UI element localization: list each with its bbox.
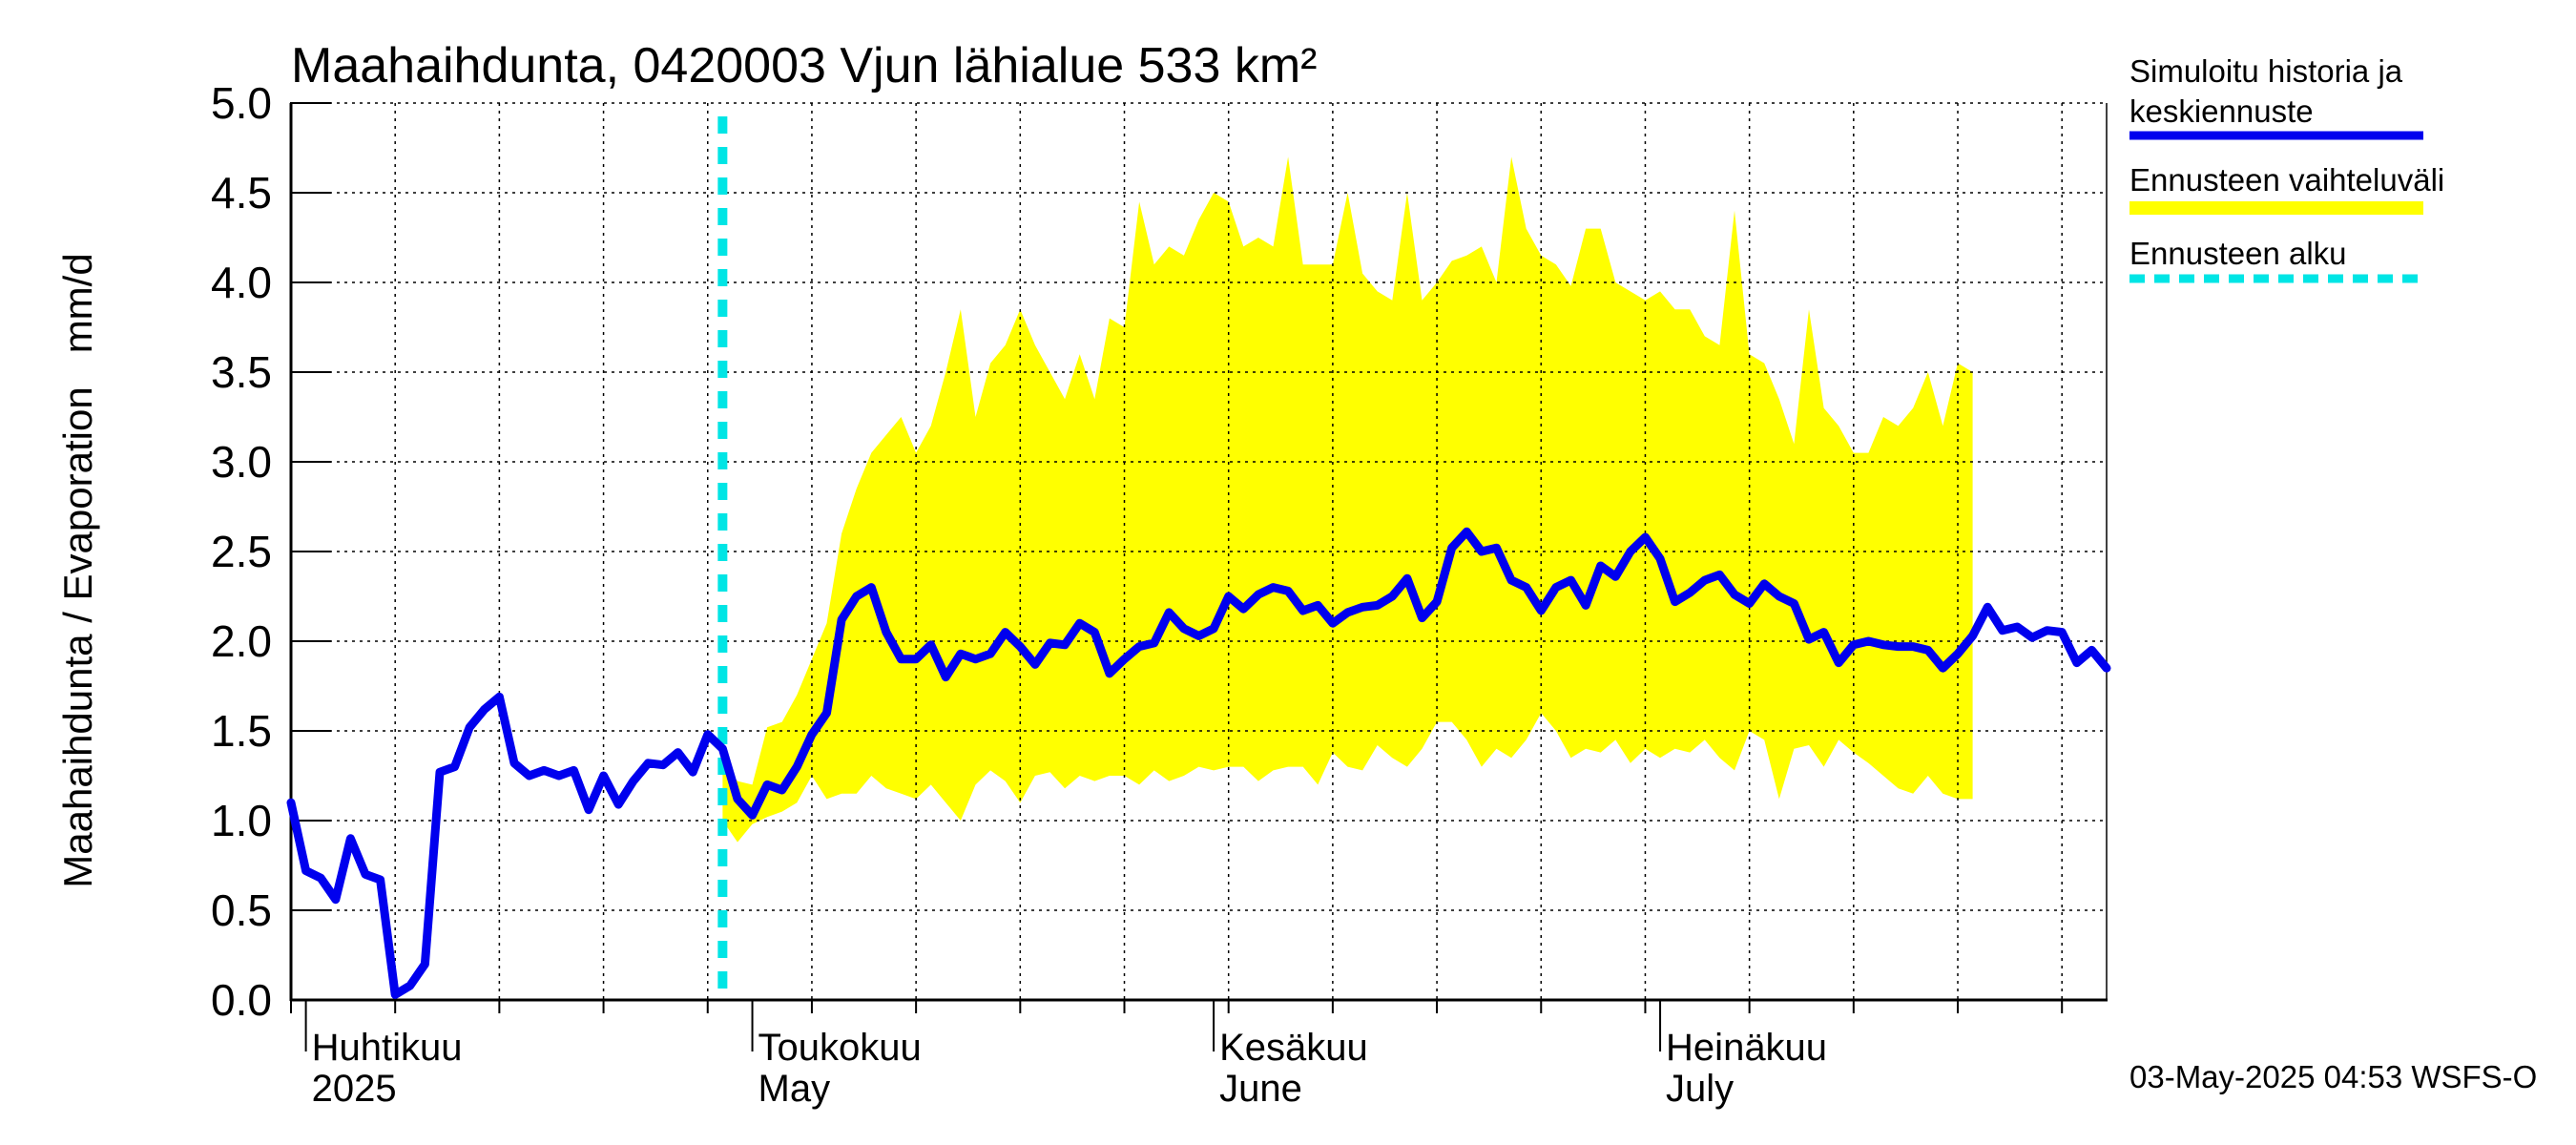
y-tick-label: 0.0 xyxy=(211,975,272,1025)
legend-range-label: Ennusteen vaihteluväli xyxy=(2129,162,2444,198)
forecast-range-band xyxy=(722,156,1973,843)
y-axis-label: Maahaihdunta / Evaporation mm/d xyxy=(55,253,100,887)
y-tick-label: 3.0 xyxy=(211,437,272,487)
month-label-secondary: June xyxy=(1219,1068,1302,1110)
month-label: Heinäkuu xyxy=(1666,1027,1827,1069)
y-tick-label: 2.5 xyxy=(211,527,272,576)
month-label-secondary: 2025 xyxy=(312,1068,397,1110)
legend: Simuloitu historia ja keskiennuste Ennus… xyxy=(2129,53,2444,283)
mean-line-layer xyxy=(286,527,2111,999)
month-label: Kesäkuu xyxy=(1219,1027,1368,1069)
month-label-secondary: May xyxy=(758,1068,831,1110)
chart-title: Maahaihdunta, 0420003 Vjun lähialue 533 … xyxy=(291,38,1317,94)
mean-forecast-line xyxy=(286,527,2111,999)
legend-mean-label-1: Simuloitu historia ja xyxy=(2129,53,2403,89)
legend-swatches xyxy=(2129,131,2423,283)
y-tick-label: 2.0 xyxy=(211,616,272,666)
legend-forecast-start-label: Ennusteen alku xyxy=(2129,236,2347,271)
y-tick-label: 5.0 xyxy=(211,78,272,128)
month-label-secondary: July xyxy=(1666,1068,1734,1110)
y-tick-labels: 0.0 0.5 1.0 1.5 2.0 2.5 3.0 3.5 4.0 4.5 5.0 xyxy=(211,78,272,1025)
grid-layer xyxy=(290,102,2107,1000)
y-tick-label: 1.0 xyxy=(211,796,272,845)
y-tick-label: 4.5 xyxy=(211,168,272,218)
y-tick-label: 0.5 xyxy=(211,885,272,935)
y-tick-label: 3.5 xyxy=(211,347,272,397)
y-tick-label: 4.0 xyxy=(211,258,272,307)
y-tick-label: 1.5 xyxy=(211,706,272,756)
legend-mean-label-2: keskiennuste xyxy=(2129,94,2314,129)
month-label: Huhtikuu xyxy=(312,1027,463,1069)
timestamp-footer: 03-May-2025 04:53 WSFS-O xyxy=(2129,1059,2537,1094)
forecast-range-layer xyxy=(722,156,1973,843)
month-label: Toukokuu xyxy=(758,1027,922,1069)
axis-layer xyxy=(289,102,2108,1051)
